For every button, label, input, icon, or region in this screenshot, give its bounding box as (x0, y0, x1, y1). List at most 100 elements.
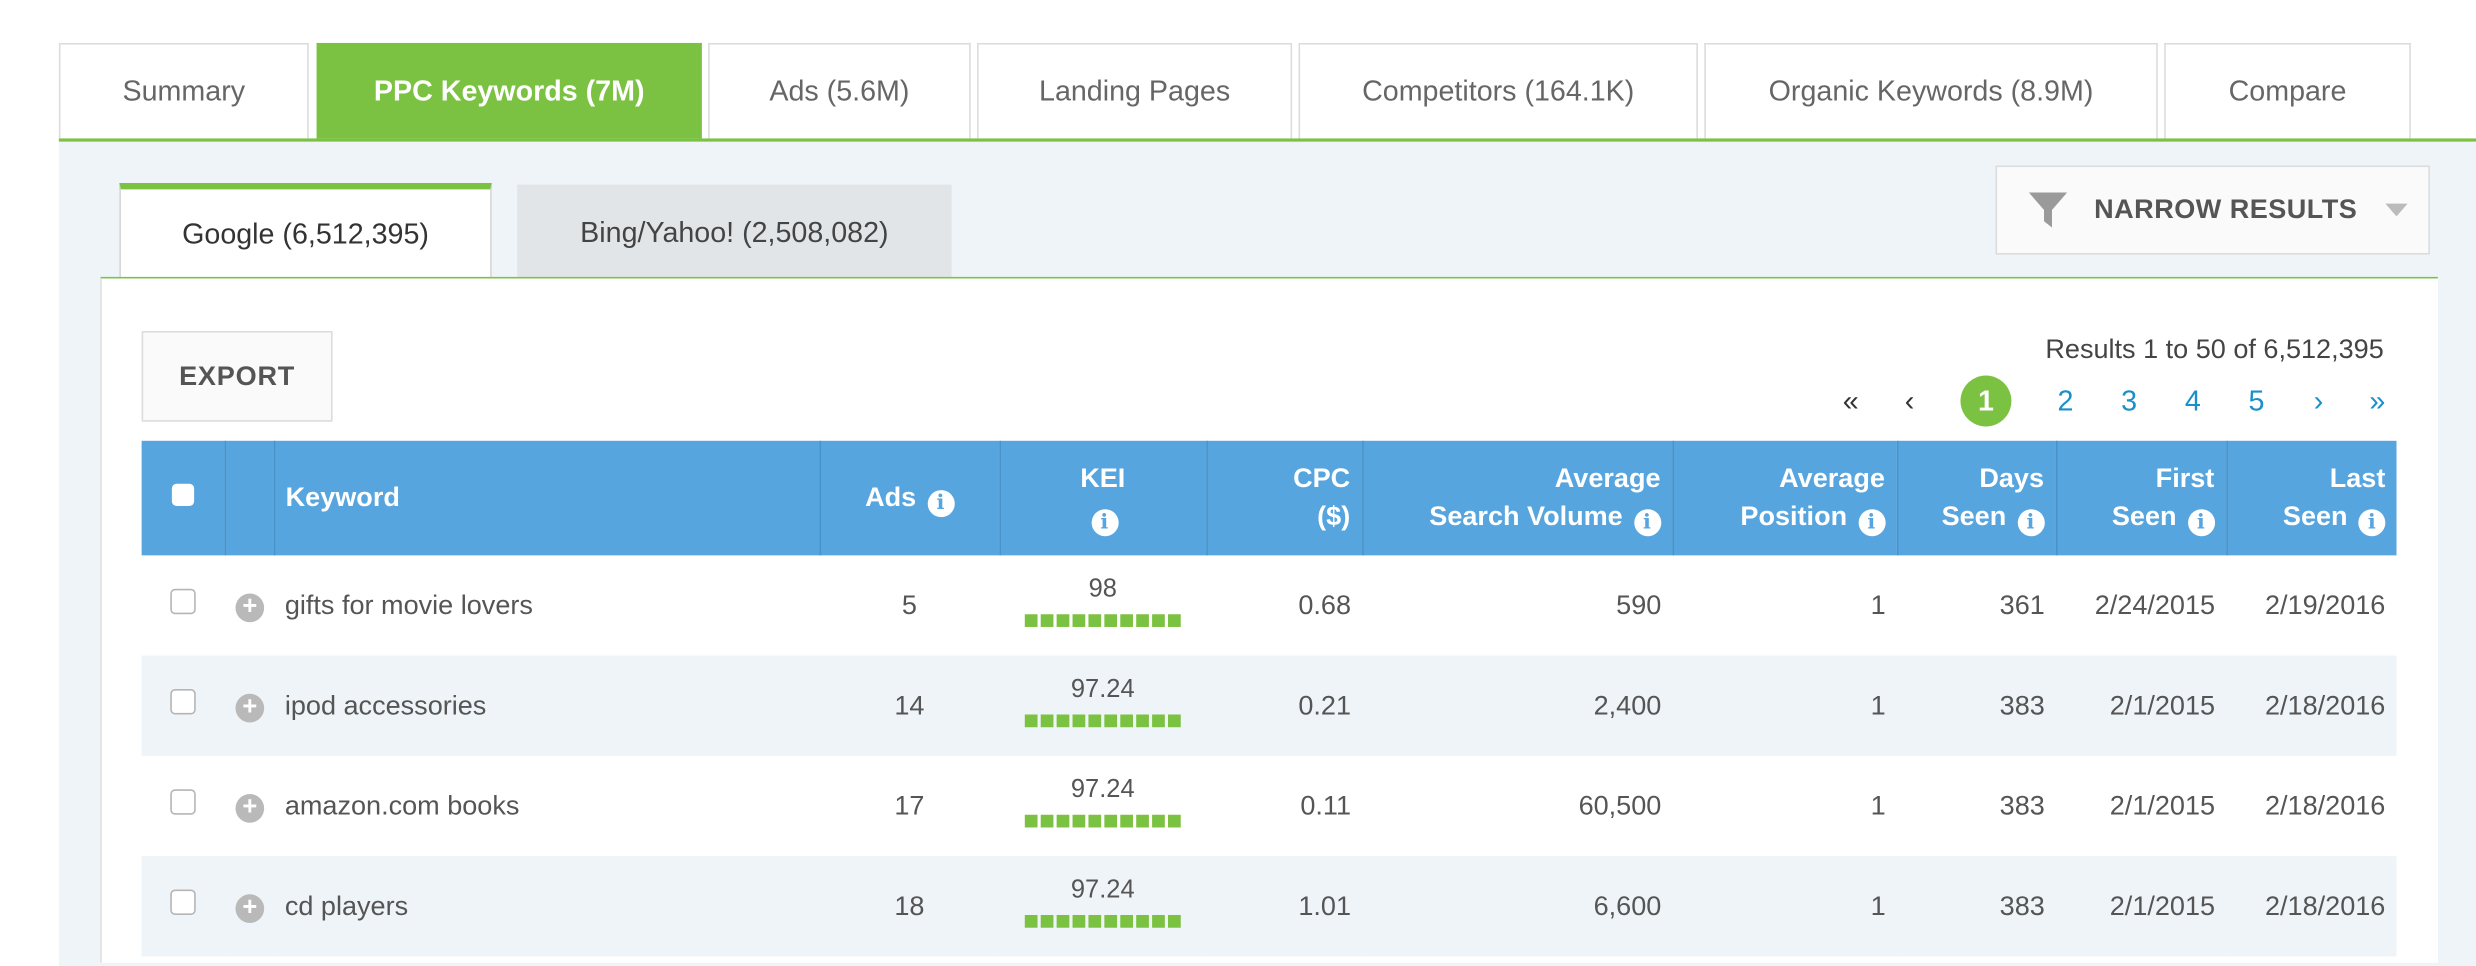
select-all-checkbox[interactable] (171, 483, 194, 507)
pagination-page-2[interactable]: 2 (2057, 385, 2074, 417)
kei-bar-segment (1072, 813, 1086, 827)
expand-plus-icon[interactable]: + (235, 592, 265, 622)
pagination-page-1[interactable]: 1 (1960, 375, 2012, 427)
header-kei-label: KEI (1080, 463, 1126, 494)
export-button[interactable]: EXPORT (141, 330, 333, 422)
table-row: + gifts for movie lovers 5 98 0.68 590 1… (142, 555, 2397, 655)
header-days-seen[interactable]: Days Seen i (1896, 440, 2056, 556)
header-kei[interactable]: KEI i (998, 440, 1207, 556)
kei-bar-segment (1088, 813, 1102, 827)
kei-bar-segment (1152, 813, 1165, 827)
pagination-prev[interactable]: ‹ (1904, 385, 1915, 417)
cpc-cell: 1.01 (1206, 856, 1363, 957)
cpc-cell: 0.68 (1298, 589, 1352, 620)
header-last-label-2: Seen (2282, 501, 2348, 532)
position-cell: 1 (1870, 589, 1886, 620)
header-first-label-1: First (2155, 463, 2215, 494)
row-select-cell (142, 756, 225, 856)
kei-bar-segment (1152, 914, 1165, 927)
kei-cell: 97.24 (999, 856, 1207, 957)
info-icon[interactable]: i (2187, 509, 2215, 537)
expand-plus-icon[interactable]: + (235, 893, 265, 923)
tab-organic-keywords[interactable]: Organic Keywords (8.9M) (1704, 42, 2158, 139)
row-checkbox[interactable] (170, 689, 196, 715)
table-row: + cd players 18 97.24 1.01 6,600 1 383 2… (141, 856, 2397, 957)
header-first-label-2: Seen (2111, 501, 2177, 532)
ads-cell: 17 (894, 790, 925, 821)
kei-bar-segment (1168, 914, 1181, 927)
kei-bar-segment (1072, 914, 1086, 927)
narrow-results-button[interactable]: NARROW RESULTS (1995, 165, 2430, 255)
tab-google[interactable]: Google (6,512,395) (119, 182, 492, 279)
kei-bar-segment (1056, 713, 1070, 727)
pagination-page-5[interactable]: 5 (2248, 385, 2265, 417)
kei-bar-segment (1136, 613, 1149, 627)
pagination-page-4[interactable]: 4 (2184, 385, 2201, 417)
header-last-seen[interactable]: Last Seen i (2225, 440, 2397, 556)
row-checkbox[interactable] (170, 588, 196, 615)
kei-bar-segment (1104, 813, 1118, 827)
tab-bing-yahoo[interactable]: Bing/Yahoo! (2,508,082) (517, 184, 952, 281)
position-cell: 1 (1870, 790, 1886, 821)
kei-bar-segment (1088, 713, 1102, 727)
header-ads[interactable]: Ads i (818, 440, 1000, 556)
row-expand-cell: + (224, 856, 274, 957)
header-cpc-label: CPC (1293, 463, 1351, 494)
kei-bar-segment (1168, 813, 1181, 827)
tab-compare[interactable]: Compare (2164, 42, 2411, 139)
info-icon[interactable]: i (1090, 509, 1118, 537)
kei-value: 98 (1088, 575, 1117, 603)
info-icon[interactable]: i (2016, 509, 2045, 537)
header-cpc[interactable]: CPC ($) (1205, 440, 1363, 556)
kei-bar-segment (1136, 813, 1149, 827)
pagination-last[interactable]: » (2369, 385, 2386, 417)
info-icon[interactable]: i (2358, 509, 2386, 537)
info-icon[interactable]: i (1857, 509, 1885, 537)
first-seen-cell: 2/1/2015 (2055, 856, 2227, 957)
kei-bar-segment (1072, 613, 1086, 627)
info-icon[interactable]: i (1633, 509, 1661, 537)
expand-plus-icon[interactable]: + (235, 693, 265, 722)
header-position[interactable]: Average Position i (1671, 440, 1897, 556)
kei-cell: 98 (999, 555, 1206, 655)
kei-bar-segment (1088, 613, 1102, 627)
tab-ads[interactable]: Ads (5.6M) (708, 42, 971, 139)
info-icon[interactable]: i (926, 490, 954, 518)
tab-competitors[interactable]: Competitors (164.1K) (1298, 42, 1698, 139)
cpc-cell: 0.21 (1206, 655, 1363, 756)
row-checkbox[interactable] (170, 889, 196, 915)
days-seen-cell: 383 (1896, 856, 2056, 957)
row-checkbox[interactable] (170, 789, 196, 815)
keyword-cell: gifts for movie lovers (284, 589, 533, 620)
header-keyword-label: Keyword (285, 482, 400, 513)
header-first-seen[interactable]: First Seen i (2055, 440, 2227, 556)
chevron-down-icon (2385, 203, 2409, 217)
kei-value: 97.24 (1070, 876, 1135, 904)
expand-plus-icon[interactable]: + (235, 793, 265, 822)
last-seen-cell: 2/18/2016 (2226, 856, 2397, 957)
tab-summary[interactable]: Summary (58, 42, 309, 139)
header-ads-label: Ads (865, 482, 917, 513)
pagination-page-3[interactable]: 3 (2121, 385, 2138, 417)
kei-bar-segment (1120, 914, 1134, 927)
kei-value: 97.24 (1070, 675, 1135, 703)
header-keyword[interactable]: Keyword (272, 440, 820, 556)
kei-bar-segment (1168, 713, 1181, 727)
row-expand-cell: + (224, 756, 273, 856)
last-seen-cell: 2/19/2016 (2264, 589, 2386, 620)
tab-landing-pages[interactable]: Landing Pages (977, 42, 1293, 139)
keyword-cell: ipod accessories (273, 655, 820, 756)
first-seen-cell: 2/1/2015 (2055, 655, 2227, 756)
pagination-next[interactable]: › (2313, 385, 2324, 417)
kei-bar-segment (1024, 914, 1038, 927)
first-seen-cell: 2/24/2015 (2094, 589, 2216, 620)
header-search-volume[interactable]: Average Search Volume i (1361, 440, 1673, 556)
keyword-cell: amazon.com books (284, 790, 520, 821)
narrow-results-label: NARROW RESULTS (2094, 194, 2358, 225)
tab-ppc-keywords[interactable]: PPC Keywords (7M) (316, 42, 702, 139)
kei-bar-segment (1152, 713, 1165, 727)
volume-cell: 6,600 (1362, 856, 1673, 957)
volume-cell: 60,500 (1578, 790, 1662, 821)
kei-bar-segment (1120, 813, 1134, 827)
pagination-first[interactable]: « (1842, 385, 1859, 417)
